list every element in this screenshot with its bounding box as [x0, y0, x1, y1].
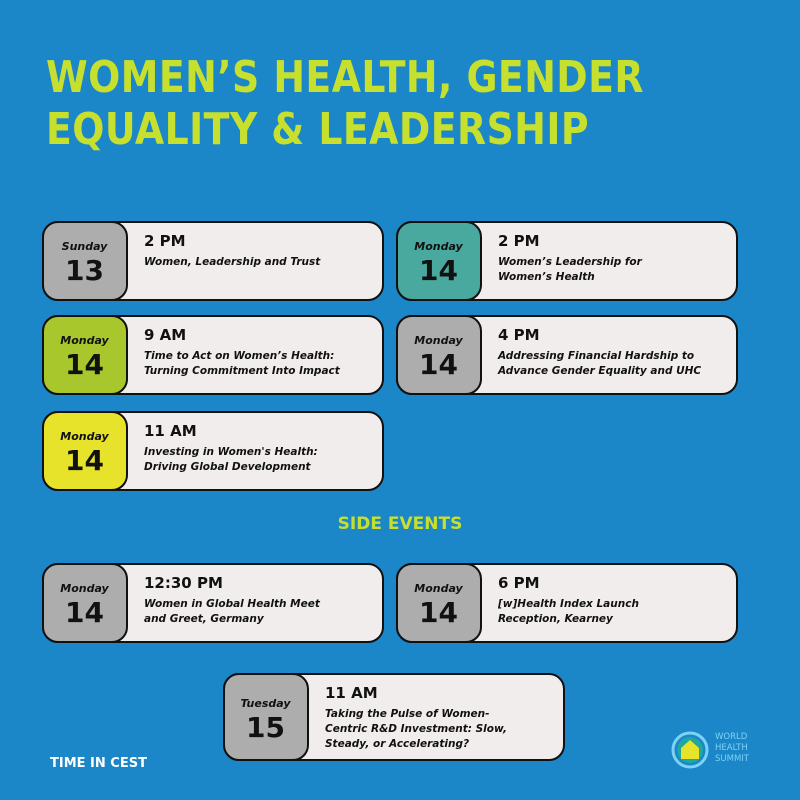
- side-event-card[interactable]: Tuesday 15 11 AM Taking the Pulse of Wom…: [222, 672, 565, 761]
- event-title: [w]Health Index Launch Reception, Kearne…: [498, 598, 639, 625]
- event-title: Women’s Leadership for Women’s Health: [498, 256, 642, 283]
- event-time: 6 PM: [498, 574, 540, 592]
- event-time: 9 AM: [144, 326, 187, 344]
- page-title: WOMEN’S HEALTH, GENDER EQUALITY & LEADER…: [46, 52, 665, 156]
- event-info: 2 PM Women’s Leadership for Women’s Heal…: [498, 231, 726, 285]
- side-event-card[interactable]: Monday 14 6 PM [w]Health Index Launch Re…: [395, 562, 738, 643]
- event-info: 12:30 PM Women in Global Health Meet and…: [144, 573, 372, 627]
- event-time: 4 PM: [498, 326, 540, 344]
- event-date: 13: [65, 253, 104, 287]
- event-day: Monday: [414, 239, 463, 253]
- event-date: 14: [65, 347, 104, 381]
- event-info: 2 PM Women, Leadership and Trust: [144, 231, 372, 270]
- title-line-2: EQUALITY & LEADERSHIP: [46, 104, 590, 155]
- event-date-block: Monday 14: [395, 314, 482, 395]
- event-date: 14: [419, 253, 458, 287]
- event-time: 2 PM: [498, 232, 540, 250]
- event-time: 11 AM: [144, 422, 197, 440]
- event-day: Monday: [60, 333, 109, 347]
- event-card[interactable]: Monday 14 9 AM Time to Act on Women’s He…: [41, 314, 384, 395]
- world-health-summit-logo[interactable]: WORLD HEALTH SUMMIT: [670, 726, 780, 776]
- event-day: Monday: [414, 581, 463, 595]
- event-day: Monday: [60, 429, 109, 443]
- event-title: Taking the Pulse of Women- Centric R&D I…: [325, 708, 508, 750]
- event-date: 14: [65, 443, 104, 477]
- event-date: 14: [65, 595, 104, 629]
- event-date-block: Monday 14: [395, 220, 482, 301]
- event-info: 9 AM Time to Act on Women’s Health: Turn…: [144, 325, 372, 379]
- event-info: 4 PM Addressing Financial Hardship to Ad…: [498, 325, 726, 379]
- event-day: Monday: [414, 333, 463, 347]
- event-title: Investing in Women's Health: Driving Glo…: [144, 446, 318, 473]
- event-card[interactable]: Monday 14 4 PM Addressing Financial Hard…: [395, 314, 738, 395]
- logo-line-1: WORLD: [715, 732, 748, 742]
- logo-line-2: HEALTH: [715, 743, 748, 753]
- event-card[interactable]: Sunday 13 2 PM Women, Leadership and Tru…: [41, 220, 384, 301]
- event-date-block: Sunday 13: [41, 220, 128, 301]
- event-card[interactable]: Monday 14 11 AM Investing in Women's Hea…: [41, 410, 384, 491]
- event-date: 15: [246, 710, 285, 744]
- event-title: Addressing Financial Hardship to Advance…: [498, 350, 702, 377]
- event-time: 2 PM: [144, 232, 186, 250]
- world-health-summit-logo-icon: [671, 731, 709, 769]
- event-info: 11 AM Investing in Women's Health: Drivi…: [144, 421, 372, 475]
- event-date-block: Tuesday 15: [222, 672, 309, 761]
- logo-text: WORLD HEALTH SUMMIT: [715, 732, 749, 765]
- logo-line-3: SUMMIT: [715, 754, 749, 764]
- side-events-heading: SIDE EVENTS: [337, 514, 463, 534]
- event-date-block: Monday 14: [41, 562, 128, 643]
- event-date: 14: [419, 347, 458, 381]
- event-info: 6 PM [w]Health Index Launch Reception, K…: [498, 573, 726, 627]
- event-title: Women in Global Health Meet and Greet, G…: [144, 598, 320, 625]
- event-date-block: Monday 14: [41, 410, 128, 491]
- event-date-block: Monday 14: [41, 314, 128, 395]
- event-info: 11 AM Taking the Pulse of Women- Centric…: [325, 683, 553, 752]
- side-event-card[interactable]: Monday 14 12:30 PM Women in Global Healt…: [41, 562, 384, 643]
- event-time: 12:30 PM: [144, 574, 223, 592]
- event-date-block: Monday 14: [395, 562, 482, 643]
- time-zone-note: TIME IN CEST: [50, 756, 147, 771]
- event-date: 14: [419, 595, 458, 629]
- event-day: Sunday: [61, 239, 108, 253]
- event-card[interactable]: Monday 14 2 PM Women’s Leadership for Wo…: [395, 220, 738, 301]
- event-day: Monday: [60, 581, 109, 595]
- title-line-1: WOMEN’S HEALTH, GENDER: [46, 52, 644, 103]
- event-day: Tuesday: [240, 696, 291, 710]
- event-title: Women, Leadership and Trust: [144, 256, 321, 268]
- event-time: 11 AM: [325, 684, 378, 702]
- event-title: Time to Act on Women’s Health: Turning C…: [144, 350, 340, 377]
